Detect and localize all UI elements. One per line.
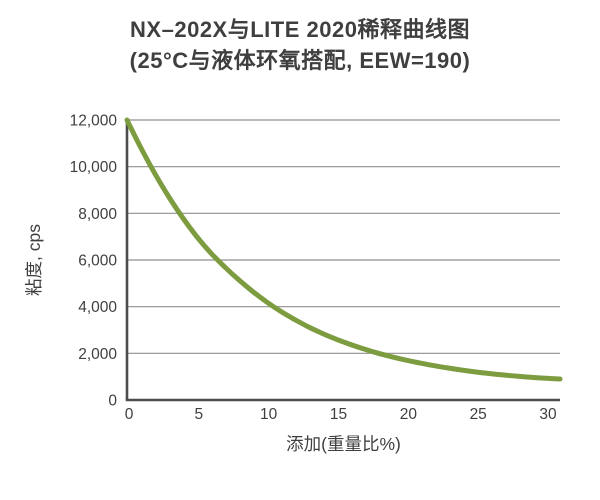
y-axis-title: 粘度, cps	[24, 224, 44, 296]
y-tick-label: 6,000	[78, 253, 117, 270]
x-tick-label: 30	[539, 406, 557, 423]
x-axis-title: 添加(重量比%)	[286, 434, 401, 454]
x-tick-label: 25	[470, 406, 487, 423]
x-tick-label: 20	[400, 406, 418, 423]
viscosity-curve	[124, 117, 563, 382]
x-tick-label: 10	[260, 406, 278, 423]
y-tick-label: 0	[108, 393, 117, 410]
x-tick-label: 0	[125, 406, 134, 423]
x-tick-label: 5	[195, 406, 204, 423]
y-tick-label: 8,000	[78, 206, 117, 223]
x-tick-label: 15	[330, 406, 347, 423]
chart-title: NX–202X与LITE 2020稀释曲线图 (25°C与液体环氧搭配, EEW…	[0, 14, 600, 76]
y-tick-label: 4,000	[78, 299, 117, 316]
chart-title-line2: (25°C与液体环氧搭配, EEW=190)	[129, 48, 471, 73]
y-tick-label: 10,000	[70, 159, 118, 176]
chart-title-line1: NX–202X与LITE 2020稀释曲线图	[130, 17, 470, 42]
y-tick-label: 2,000	[78, 346, 117, 363]
y-tick-label: 12,000	[70, 113, 118, 130]
